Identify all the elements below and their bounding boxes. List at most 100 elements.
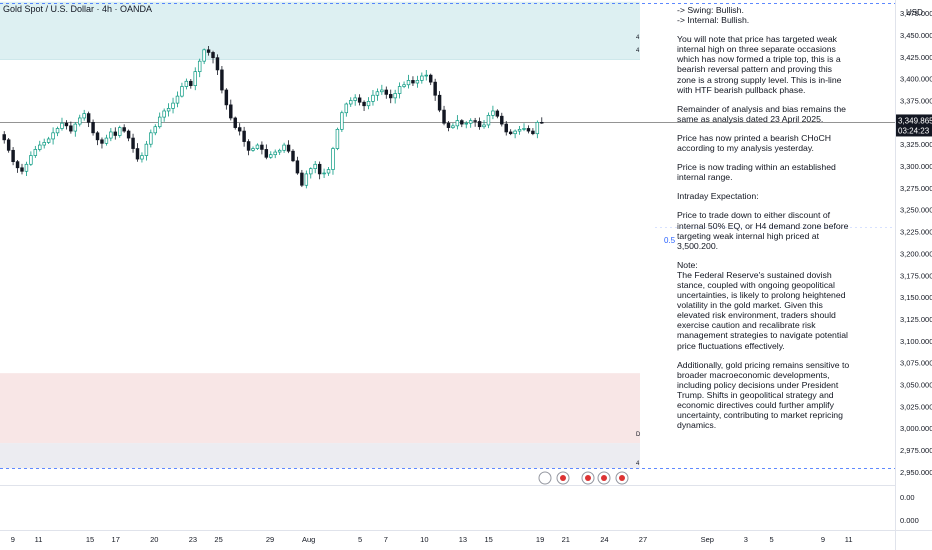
- y-tick-label: 3,325.000: [900, 140, 932, 149]
- bull-candle: [144, 143, 149, 156]
- x-tick-label: 15: [484, 535, 492, 544]
- bear-candle: [540, 121, 544, 124]
- x-tick-label: 17: [112, 535, 120, 544]
- lower-zone: [0, 443, 640, 469]
- y-tick-label: 3,050.000: [900, 381, 932, 390]
- bull-candle: [24, 163, 29, 172]
- y-tick-label: 3,000.000: [900, 424, 932, 433]
- y-tick-label: 2,975.000: [900, 446, 932, 455]
- last-price-tag: 3,349.865 03:24:23: [896, 114, 932, 137]
- bear-candle: [437, 94, 442, 111]
- bear-candle: [260, 144, 264, 150]
- bull-candle: [304, 173, 309, 186]
- x-tick-label: 20: [150, 535, 158, 544]
- x-tick-label: Aug: [302, 535, 315, 544]
- bull-candle: [491, 110, 495, 116]
- bear-candle: [229, 104, 233, 119]
- bull-candle: [255, 144, 260, 149]
- bull-candle: [118, 127, 122, 136]
- bear-candle: [473, 120, 477, 122]
- bull-candle: [366, 101, 371, 107]
- bear-candle: [211, 52, 215, 59]
- bull-candle: [371, 94, 375, 102]
- bull-candle: [335, 128, 340, 149]
- bull-candle: [171, 102, 175, 109]
- bull-candle: [402, 84, 406, 87]
- analysis-p7: The Federal Reserve's sustained dovish s…: [677, 269, 848, 351]
- bear-candle: [122, 127, 126, 132]
- bull-candle: [482, 124, 486, 128]
- bull-candle: [380, 89, 384, 93]
- bear-candle: [504, 123, 508, 133]
- bear-candle: [131, 137, 135, 149]
- y-tick-label: 3,200.000: [900, 249, 932, 258]
- bear-candle: [446, 122, 451, 128]
- x-tick-label: 10: [420, 535, 428, 544]
- bull-candle: [397, 86, 402, 94]
- bull-candle: [535, 121, 540, 135]
- bear-candle: [100, 139, 104, 144]
- flag-icon-dot: [585, 475, 591, 481]
- fib-eq-label: 0.5: [664, 236, 676, 245]
- economic-events[interactable]: [538, 471, 629, 485]
- chart-title: Gold Spot / U.S. Dollar · 4h · OANDA: [3, 4, 153, 14]
- y-tick-label: 3,300.000: [900, 162, 932, 171]
- demand-zone-tag-2: 4: [636, 461, 640, 467]
- bull-candle: [251, 148, 255, 151]
- bull-candle: [415, 80, 420, 84]
- bull-candle: [406, 80, 411, 86]
- bull-candle: [349, 100, 353, 105]
- bull-candle: [420, 75, 424, 81]
- lower-pane-tick: 0.000: [900, 516, 919, 525]
- bull-candle: [393, 93, 397, 99]
- y-tick-label: 3,425.000: [900, 53, 932, 62]
- bull-candle: [269, 154, 273, 158]
- bear-candle: [357, 97, 362, 103]
- bar-countdown: 03:24:23: [898, 126, 930, 135]
- x-tick-label: 11: [35, 535, 43, 544]
- bull-candle: [486, 115, 491, 126]
- bear-candle: [15, 161, 20, 169]
- bear-candle: [224, 89, 229, 106]
- bull-candle: [344, 103, 349, 114]
- bear-candle: [526, 128, 531, 132]
- swing-bias: -> Swing: Bullish.: [677, 5, 744, 15]
- bull-candle: [331, 148, 335, 170]
- bull-candle: [375, 91, 380, 96]
- bear-candle: [300, 172, 304, 186]
- bear-candle: [286, 144, 291, 152]
- bull-candle: [313, 163, 317, 170]
- y-tick-label: 3,100.000: [900, 337, 932, 346]
- bull-candle: [60, 122, 64, 129]
- bear-candle: [206, 49, 211, 53]
- flag-icon-dot: [560, 475, 566, 481]
- note-heading: Note:: [677, 259, 698, 270]
- bear-candle: [189, 80, 193, 86]
- bull-candle: [78, 117, 82, 125]
- x-tick-label: 5: [358, 535, 362, 544]
- bear-candle: [428, 74, 433, 83]
- analysis-p4: Price is now trading within an establish…: [677, 162, 836, 183]
- x-tick-label: 3: [744, 535, 748, 544]
- candle-series: [2, 45, 544, 189]
- bear-candle: [500, 115, 504, 125]
- x-tick-label: 29: [266, 535, 274, 544]
- x-tick-label: 7: [384, 535, 388, 544]
- x-tick-label: 11: [845, 535, 853, 544]
- bull-candle: [340, 112, 344, 130]
- flag-icon-dot: [601, 475, 607, 481]
- bear-candle: [508, 131, 513, 135]
- bear-candle: [215, 57, 220, 71]
- bear-candle: [64, 122, 69, 127]
- bear-candle: [460, 120, 464, 125]
- bull-candle: [455, 120, 460, 127]
- x-tick-label: 21: [562, 535, 570, 544]
- bear-candle: [11, 149, 15, 163]
- bear-candle: [264, 149, 269, 158]
- bull-candle: [326, 169, 331, 174]
- y-tick-label: 3,150.000: [900, 293, 932, 302]
- bull-candle: [353, 97, 357, 101]
- bear-candle: [384, 89, 389, 95]
